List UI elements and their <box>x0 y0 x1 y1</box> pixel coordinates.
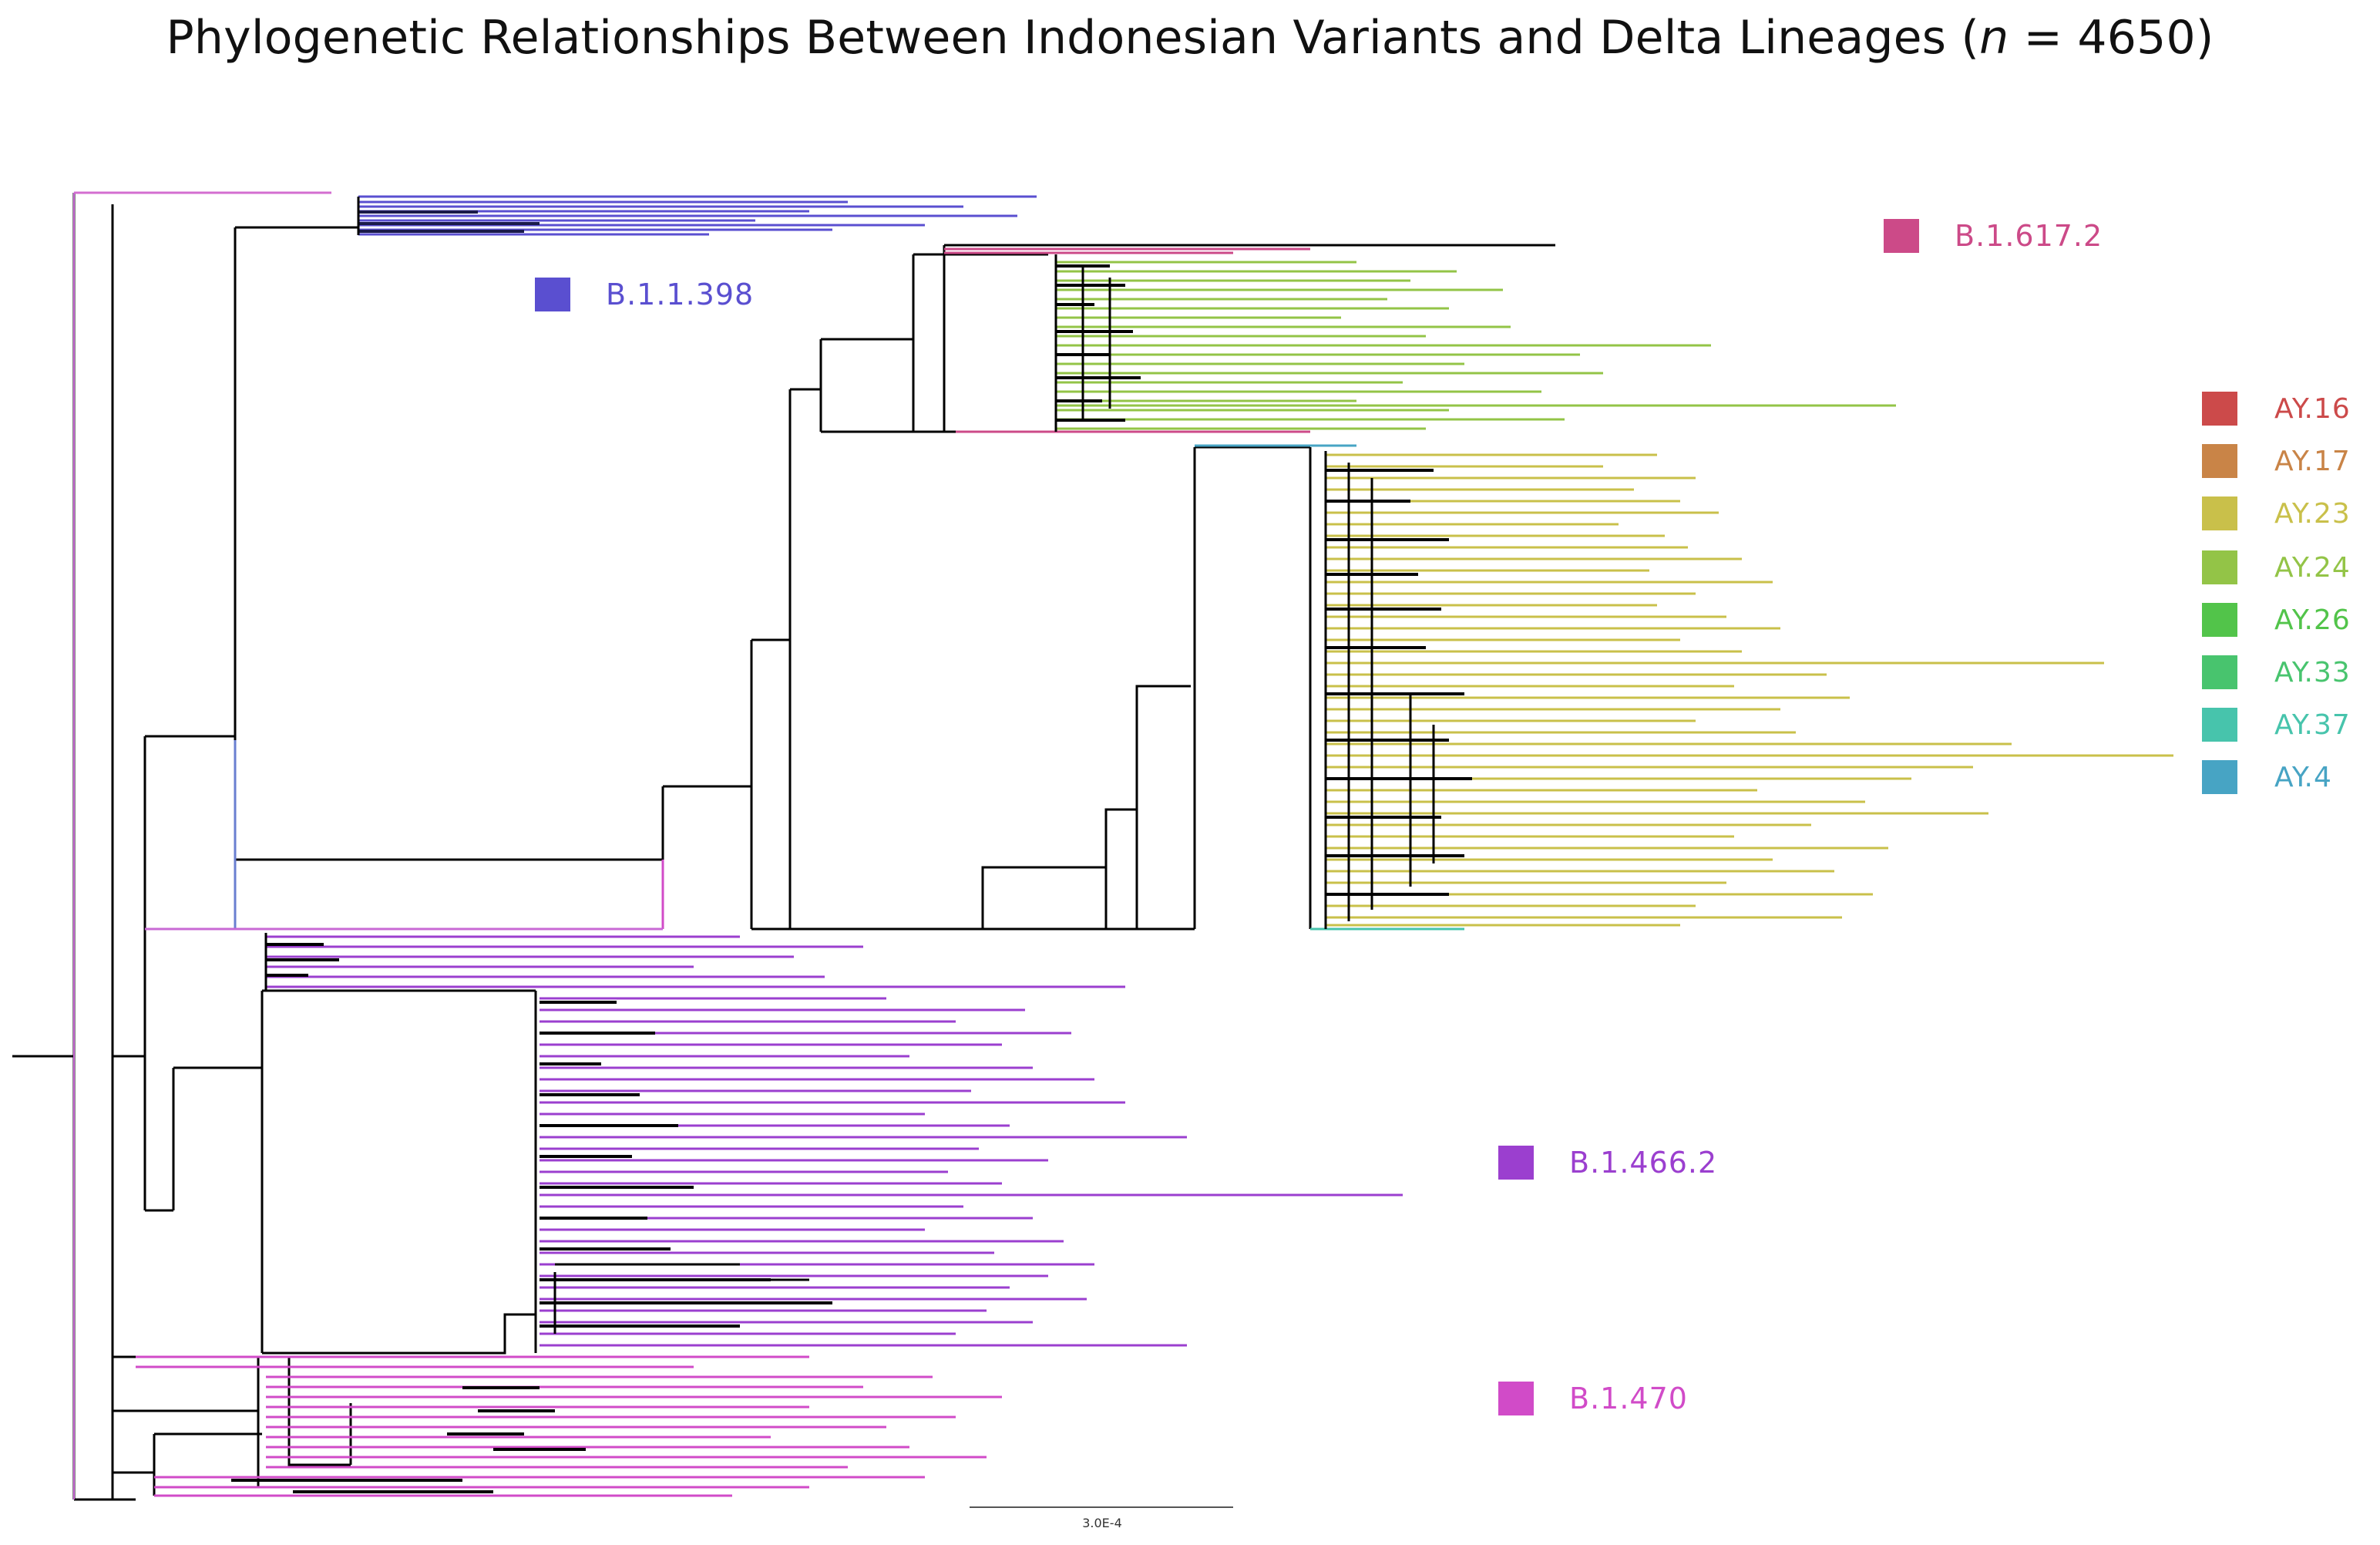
legend-label: AY.23 <box>2274 498 2351 530</box>
clade-b16172-swatch <box>1884 219 1919 253</box>
clade-b16172-branches <box>943 244 1555 432</box>
legend-label: AY.17 <box>2274 446 2351 477</box>
clade-b14662-swatch <box>1498 1146 1534 1180</box>
clade-b11398-branches <box>357 195 1037 236</box>
legend-label: AY.26 <box>2274 604 2351 636</box>
clade-b1470-label: B.1.470 <box>1569 1382 1688 1415</box>
legend-swatch <box>2202 392 2237 426</box>
legend-label: AY.33 <box>2274 657 2351 688</box>
clade-b11398-label: B.1.1.398 <box>606 278 755 311</box>
scale-bar-label: 3.0E-4 <box>1082 1516 1122 1530</box>
legend-swatch <box>2202 444 2237 478</box>
clade-b14662-branches <box>264 933 1403 1347</box>
legend-swatch <box>2202 760 2237 794</box>
clade-b1470-branches <box>136 1355 1002 1497</box>
clade-b1470-swatch <box>1498 1382 1534 1415</box>
legend-label: AY.24 <box>2274 552 2351 584</box>
clade-b11398-swatch <box>535 278 570 311</box>
clade-ay23-branches <box>1324 451 2173 929</box>
chart-title: Phylogenetic Relationships Between Indon… <box>166 11 2214 65</box>
legend-label: AY.37 <box>2274 709 2351 741</box>
legend-swatch <box>2202 496 2237 530</box>
clade-b14662-label: B.1.466.2 <box>1569 1146 1718 1180</box>
clade-b16172-label: B.1.617.2 <box>1955 219 2103 253</box>
legend-swatch <box>2202 550 2237 584</box>
clade-ay24-branches <box>1054 254 1896 432</box>
legend-label: AY.16 <box>2274 393 2351 425</box>
legend-swatch <box>2202 603 2237 637</box>
legend-swatch <box>2202 708 2237 742</box>
legend-label: AY.4 <box>2274 762 2332 793</box>
legend-swatch <box>2202 655 2237 689</box>
